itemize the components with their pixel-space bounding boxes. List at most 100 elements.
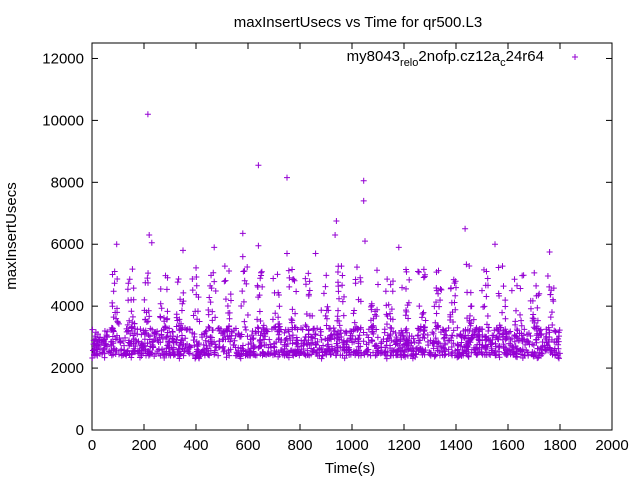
data-point [457,332,464,339]
data-point [403,268,410,275]
data-point [422,317,429,324]
spike-point [144,111,151,118]
data-point [132,343,139,350]
data-point [475,336,482,343]
data-point [286,283,293,290]
data-point [398,348,405,355]
spike-point [362,238,368,245]
data-point [513,326,520,333]
data-point [238,302,245,309]
data-point [289,266,296,273]
data-point [223,327,230,334]
data-point [514,334,521,341]
data-point [474,351,481,358]
data-point [126,276,133,283]
data-point [92,351,99,358]
data-point [530,311,537,318]
data-point [206,294,213,301]
data-point [144,275,151,282]
data-point [317,332,324,339]
data-point [162,324,169,331]
data-point [129,319,136,326]
data-point [149,326,156,333]
data-point [91,333,98,340]
data-point [101,342,108,349]
data-point [438,344,445,351]
data-point [381,329,388,336]
data-point [189,329,196,336]
data-point [467,303,474,310]
data-point [524,331,531,338]
data-point [435,322,442,329]
data-point [426,349,433,356]
data-point [412,354,419,361]
data-point [450,319,457,326]
data-point [556,327,563,334]
data-point [285,267,292,274]
data-point [406,333,413,340]
data-point [496,342,503,349]
spike-point [332,231,339,238]
data-point [257,275,264,282]
data-point [420,324,427,331]
data-point [451,280,458,287]
data-point [357,274,364,281]
data-point [529,317,536,324]
data-point [517,351,524,358]
data-point [419,310,426,317]
data-point [405,299,412,306]
data-point [351,319,358,326]
data-point [141,330,148,337]
data-point [499,263,506,270]
data-point [138,342,145,349]
data-point [180,289,187,296]
chart-title: maxInsertUsecs vs Time for qr500.L3 [234,14,482,31]
data-point [501,343,508,350]
data-point [195,340,202,347]
data-point [215,352,222,359]
data-point [392,329,399,336]
data-point [90,341,97,348]
data-point [420,348,427,355]
spike-point [492,241,498,248]
data-point [137,350,144,357]
spike-point [113,241,120,248]
data-point [397,351,404,358]
x-tick-label: 1800 [543,437,576,454]
data-point [110,288,117,295]
data-point [99,349,106,356]
legend-sub1: rel [400,57,412,69]
data-point [548,309,555,316]
data-point [468,334,475,341]
data-point [276,303,283,310]
spike-point [284,174,290,181]
data-point [172,351,179,358]
data-point [122,334,129,341]
data-point [132,325,139,332]
data-point [193,291,200,298]
x-axis: 0 200 400 600 800 1000 1200 1400 1600 1800 2000 [88,43,629,454]
data-point [496,322,503,329]
data-point [301,339,308,346]
data-point [161,354,168,361]
legend-tail: 24r64 [506,48,544,65]
data-point [209,327,216,334]
data-point [138,350,145,357]
data-point [177,296,184,303]
data-point [449,349,456,356]
data-point [180,352,187,359]
data-point [355,336,362,343]
data-point [103,331,110,338]
data-point [111,280,118,287]
data-point [466,337,473,344]
data-point [422,271,429,278]
data-point [223,350,230,357]
data-point [479,332,486,339]
data-point [454,324,461,331]
data-point [496,292,503,299]
data-point [254,316,261,323]
data-point [555,354,562,361]
data-point [114,275,121,282]
data-point [263,328,270,335]
